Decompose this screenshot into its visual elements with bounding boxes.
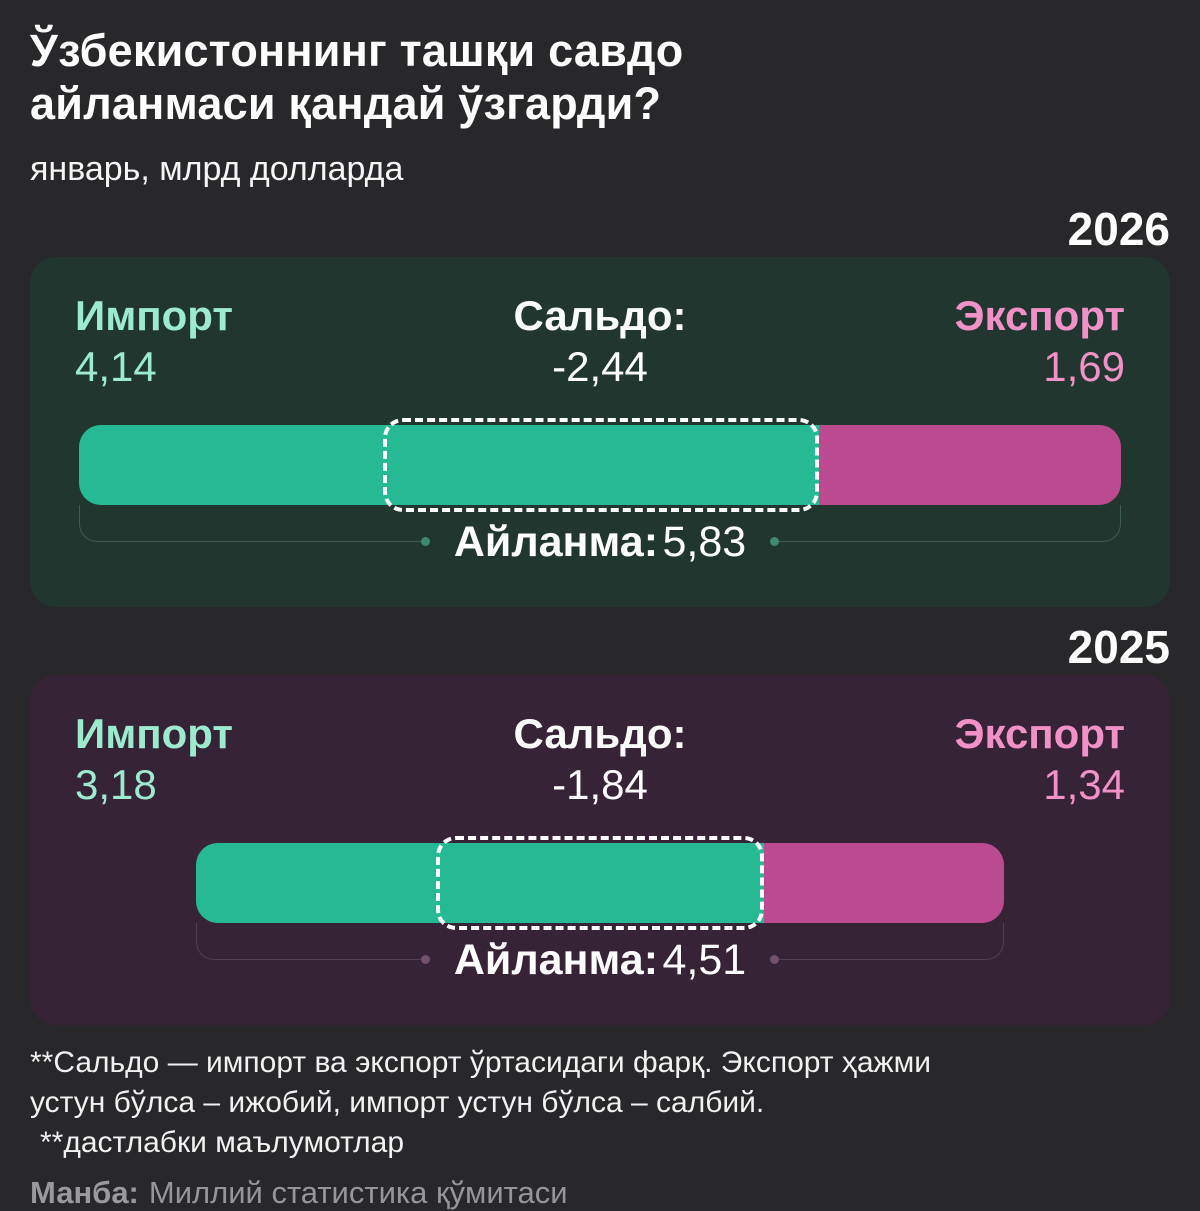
page-title: Ўзбекистоннинг ташқи савдо айланмаси қан… <box>30 25 684 130</box>
import-column: Импорт 3,18 <box>75 711 375 809</box>
footnote-block: **Сальдо — импорт ва экспорт ўртасидаги … <box>30 1043 1170 1163</box>
bracket-left-line <box>79 505 430 547</box>
trade-panel-2025: Импорт 3,18 Сальдо: -1,84 Экспорт 1,34 А… <box>30 675 1170 1026</box>
turnover-caption: Айланма: 4,51 <box>428 934 772 996</box>
bracket-left-line <box>196 923 430 965</box>
turnover-bracket: Айланма: 4,51 <box>196 923 1004 989</box>
year-label-2025: 2025 <box>1067 621 1170 674</box>
export-value: 1,69 <box>1043 343 1125 391</box>
saldo-header: Сальдо: <box>513 710 687 758</box>
footnote-line-3: **дастлабки маълумотлар <box>40 1126 405 1160</box>
connector-dot-left <box>420 537 430 547</box>
saldo-dashed-outline <box>382 418 819 513</box>
saldo-column: Сальдо: -1,84 <box>375 711 825 809</box>
page-subtitle: январь, млрд долларда <box>30 150 404 189</box>
turnover-bracket: Айланма: 5,83 <box>79 505 1121 571</box>
turnover-caption: Айланма: 5,83 <box>428 516 772 578</box>
saldo-header: Сальдо: <box>513 292 687 340</box>
import-column: Импорт 4,14 <box>75 293 375 391</box>
source-label: Манба: <box>30 1175 139 1211</box>
source-line: Манба: Миллий статистика қўмитаси <box>30 1175 1170 1211</box>
turnover-value: 4,51 <box>662 936 747 985</box>
turnover-value: 5,83 <box>662 518 747 567</box>
connector-dot-right <box>770 537 780 547</box>
year-label-2026: 2026 <box>1067 203 1170 256</box>
trade-bar <box>196 836 1004 931</box>
import-header: Импорт <box>75 710 233 758</box>
saldo-value: -1,84 <box>552 761 648 809</box>
source-text: Миллий статистика қўмитаси <box>148 1175 568 1211</box>
connector-dot-right <box>770 955 780 965</box>
trade-bar <box>79 418 1121 513</box>
export-header: Экспорт <box>954 710 1125 758</box>
saldo-column: Сальдо: -2,44 <box>375 293 825 391</box>
saldo-dashed-outline <box>435 836 765 931</box>
footnote-line-1: **Сальдо — импорт ва экспорт ўртасидаги … <box>30 1046 931 1080</box>
bracket-right-line <box>770 505 1121 547</box>
turnover-label: Айланма: <box>453 518 659 567</box>
export-header: Экспорт <box>954 292 1125 340</box>
import-value: 4,14 <box>75 343 157 391</box>
saldo-value: -2,44 <box>552 343 648 391</box>
export-column: Экспорт 1,34 <box>825 711 1125 809</box>
connector-dot-left <box>420 955 430 965</box>
import-header: Импорт <box>75 292 233 340</box>
import-value: 3,18 <box>75 761 157 809</box>
import-bar-segment <box>79 425 819 506</box>
import-bar-segment <box>196 843 765 924</box>
footnote-line-2: устун бўлса – ижобий, импорт устун бўлса… <box>30 1086 765 1120</box>
panel-header-row: Импорт 4,14 Сальдо: -2,44 Экспорт 1,69 <box>75 293 1125 391</box>
export-column: Экспорт 1,69 <box>825 293 1125 391</box>
export-bar-segment <box>764 843 1004 924</box>
panel-header-row: Импорт 3,18 Сальдо: -1,84 Экспорт 1,34 <box>75 711 1125 809</box>
turnover-label: Айланма: <box>453 936 659 985</box>
export-value: 1,34 <box>1043 761 1125 809</box>
trade-panel-2026: Импорт 4,14 Сальдо: -2,44 Экспорт 1,69 А… <box>30 257 1170 608</box>
bracket-right-line <box>770 923 1004 965</box>
export-bar-segment <box>818 425 1121 506</box>
